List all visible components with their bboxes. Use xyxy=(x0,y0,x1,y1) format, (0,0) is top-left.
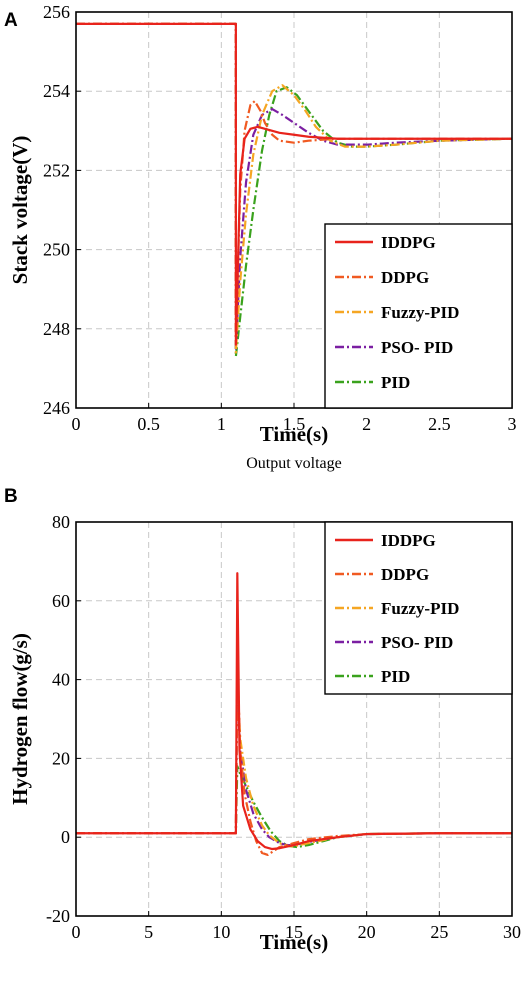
legend-box xyxy=(324,223,513,409)
legend-label: IDDPG xyxy=(381,531,436,550)
x-tick-label: 1 xyxy=(217,414,226,434)
legend-label: PID xyxy=(381,373,410,392)
legend: IDDPG DDPG Fuzzy-PID PSO- PID PID xyxy=(324,223,513,409)
y-tick-label: 252 xyxy=(43,160,70,180)
x-axis-label: Time(s) xyxy=(260,930,328,954)
series-line-iddpg xyxy=(76,22,512,346)
panel-label: A xyxy=(4,10,18,31)
series-line-iddpg xyxy=(76,572,512,851)
x-tick-label: 2.5 xyxy=(428,414,451,434)
x-tick-label: 30 xyxy=(503,922,521,942)
x-tick-label: 25 xyxy=(430,922,448,942)
series-line-pid xyxy=(76,765,512,849)
series-line-pso-pid xyxy=(76,22,512,350)
y-tick-label: 60 xyxy=(52,591,70,611)
x-tick-label: 3 xyxy=(508,414,517,434)
plot-frame xyxy=(75,521,513,917)
x-tick-label: 0 xyxy=(72,414,81,434)
y-tick-label: 250 xyxy=(43,240,70,260)
x-tick-label: 10 xyxy=(212,922,230,942)
x-tick-label: 0.5 xyxy=(137,414,160,434)
y-tick-label: 40 xyxy=(52,670,70,690)
chart-panel-b: 0 5 10 15 20 25 30-20020406080IDDPGDDPGFuzzy-P… xyxy=(4,486,521,954)
legend-label: Fuzzy-PID xyxy=(381,599,459,618)
series-line-pid xyxy=(76,22,512,358)
x-tick-label: 5 xyxy=(144,922,153,942)
legend-label: DDPG xyxy=(381,268,429,287)
y-tick-label: 80 xyxy=(52,512,70,532)
legend-label: Fuzzy-PID xyxy=(381,303,459,322)
legend-label: PID xyxy=(381,667,410,686)
y-tick-label: 20 xyxy=(52,748,70,768)
y-tick-label: -20 xyxy=(46,906,70,926)
legend-label: DDPG xyxy=(381,565,429,584)
legend: IDDPG DDPG Fuzzy-PID PSO- PID PID xyxy=(324,521,513,695)
y-axis-label: Hydrogen flow(g/s) xyxy=(8,633,32,805)
y-tick-label: 248 xyxy=(43,319,70,339)
y-tick-label: 246 xyxy=(43,398,70,418)
chart-panel-a: 0 0.5 1 1.5 2 2.5 3 246 248 250 252 254 256 IDDPG DDPG… xyxy=(4,2,517,472)
legend-label: PSO- PID xyxy=(381,338,453,357)
chart-caption: Output voltage xyxy=(246,455,342,472)
y-tick-label: 254 xyxy=(43,81,70,101)
x-tick-label: 20 xyxy=(358,922,376,942)
y-axis-label: Stack voltage(V) xyxy=(8,136,32,285)
x-tick-label: 2 xyxy=(362,414,371,434)
legend-label: PSO- PID xyxy=(381,633,453,652)
series-line-fuzzy-pid xyxy=(76,22,512,354)
x-axis-label: Time(s) xyxy=(260,422,328,446)
series-line-ddpg xyxy=(76,22,512,338)
panel-label: B xyxy=(4,486,18,507)
x-tick-label: 1.5 xyxy=(283,414,306,434)
y-tick-label: 256 xyxy=(43,2,70,22)
plot-frame xyxy=(75,11,513,409)
y-tick-label: 0 xyxy=(61,827,70,847)
x-tick-label: 0 xyxy=(72,922,81,942)
x-tick-label: 15 xyxy=(285,922,303,942)
legend-label: IDDPG xyxy=(381,233,436,252)
